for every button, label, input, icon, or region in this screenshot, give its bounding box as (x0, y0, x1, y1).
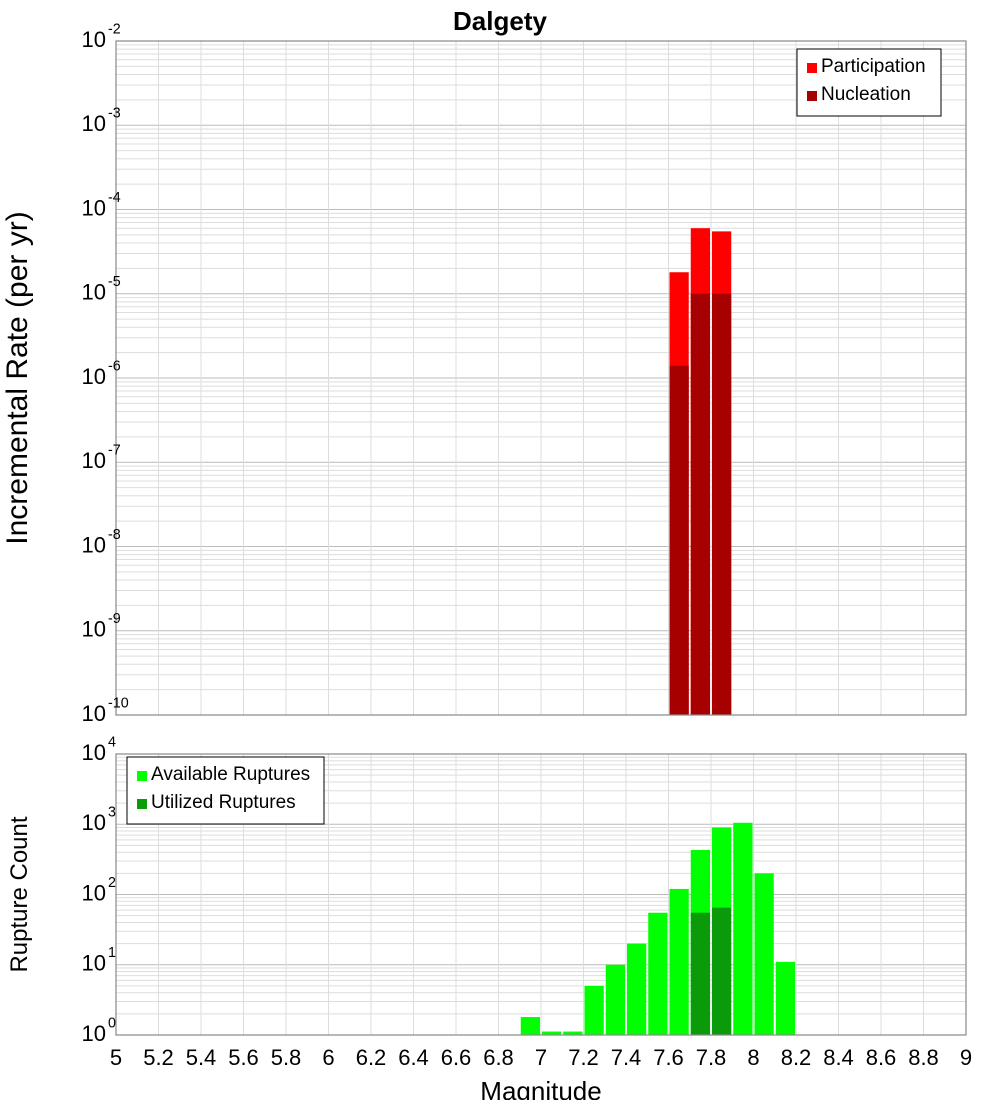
svg-text:5.8: 5.8 (271, 1045, 302, 1070)
svg-text:10: 10 (82, 532, 106, 557)
svg-text:-8: -8 (108, 527, 121, 543)
svg-text:2: 2 (108, 875, 116, 891)
svg-text:5: 5 (110, 1045, 122, 1070)
svg-text:10: 10 (82, 364, 106, 389)
svg-text:Magnitude: Magnitude (480, 1076, 601, 1100)
svg-text:1: 1 (108, 945, 116, 961)
svg-text:6: 6 (322, 1045, 334, 1070)
svg-text:5.2: 5.2 (143, 1045, 174, 1070)
svg-text:7.4: 7.4 (611, 1045, 642, 1070)
svg-text:6.2: 6.2 (356, 1045, 387, 1070)
svg-text:-7: -7 (108, 443, 121, 459)
svg-text:-5: -5 (108, 274, 121, 290)
svg-text:10: 10 (82, 448, 106, 473)
svg-text:9: 9 (960, 1045, 972, 1070)
svg-text:10: 10 (82, 951, 106, 976)
svg-text:-6: -6 (108, 358, 121, 374)
svg-text:Utilized Ruptures: Utilized Ruptures (151, 792, 296, 813)
svg-text:5.4: 5.4 (186, 1045, 217, 1070)
svg-text:3: 3 (108, 805, 116, 821)
svg-text:-10: -10 (108, 695, 129, 711)
svg-text:Participation: Participation (821, 56, 926, 77)
svg-text:8.4: 8.4 (823, 1045, 854, 1070)
svg-text:8.8: 8.8 (908, 1045, 939, 1070)
svg-text:5.6: 5.6 (228, 1045, 259, 1070)
svg-text:Rupture Count: Rupture Count (6, 816, 33, 972)
svg-text:7: 7 (535, 1045, 547, 1070)
svg-text:Nucleation: Nucleation (821, 84, 911, 105)
svg-text:10: 10 (82, 880, 106, 905)
svg-text:6.6: 6.6 (441, 1045, 472, 1070)
svg-text:7.6: 7.6 (653, 1045, 684, 1070)
svg-text:10: 10 (82, 740, 106, 765)
svg-text:-3: -3 (108, 106, 121, 122)
svg-text:0: 0 (108, 1015, 116, 1031)
svg-text:6.8: 6.8 (483, 1045, 514, 1070)
svg-text:7.8: 7.8 (696, 1045, 727, 1070)
svg-text:8: 8 (747, 1045, 759, 1070)
svg-text:10: 10 (82, 195, 106, 220)
svg-text:Incremental Rate (per yr): Incremental Rate (per yr) (1, 211, 34, 544)
svg-text:Available Ruptures: Available Ruptures (151, 764, 310, 785)
svg-text:10: 10 (82, 701, 106, 726)
svg-text:8.2: 8.2 (781, 1045, 812, 1070)
svg-text:10: 10 (82, 1021, 106, 1046)
svg-text:-4: -4 (108, 190, 121, 206)
svg-text:10: 10 (82, 280, 106, 305)
svg-text:10: 10 (82, 617, 106, 642)
svg-text:7.2: 7.2 (568, 1045, 599, 1070)
svg-text:4: 4 (108, 734, 116, 750)
svg-text:8.6: 8.6 (866, 1045, 897, 1070)
svg-text:6.4: 6.4 (398, 1045, 429, 1070)
svg-text:-9: -9 (108, 611, 121, 627)
svg-text:10: 10 (82, 111, 106, 136)
svg-text:10: 10 (82, 810, 106, 835)
